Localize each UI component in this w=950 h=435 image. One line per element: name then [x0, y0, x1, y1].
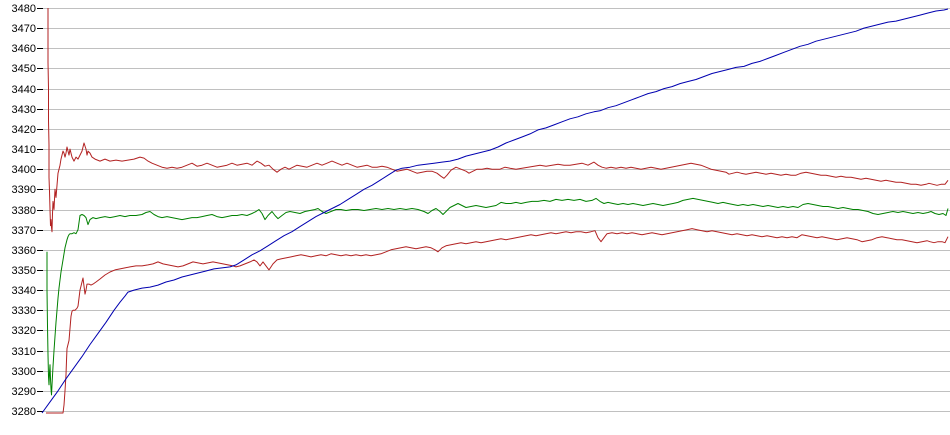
y-axis-label: 3280: [12, 406, 36, 418]
y-axis-label: 3390: [12, 184, 36, 196]
y-axis-label: 3370: [12, 225, 36, 237]
y-axis-label: 3350: [12, 265, 36, 277]
y-axis-label: 3360: [12, 245, 36, 257]
y-axis-label: 3450: [12, 63, 36, 75]
y-axis-label: 3470: [12, 23, 36, 35]
y-axis-label: 3290: [12, 386, 36, 398]
y-axis-label: 3380: [12, 205, 36, 217]
y-axis-label: 3460: [12, 43, 36, 55]
y-axis-label: 3420: [12, 124, 36, 136]
y-axis-label: 3320: [12, 325, 36, 337]
y-axis-label: 3400: [12, 164, 36, 176]
series-line-blue-cumulative: [41, 8, 949, 414]
series-line-upper-red: [47, 8, 949, 233]
y-axis-label: 3480: [12, 3, 36, 15]
y-axis-label: 3430: [12, 104, 36, 116]
series-line-lower-red: [46, 228, 949, 414]
y-axis-label: 3340: [12, 285, 36, 297]
series-line-green-mid: [46, 197, 949, 396]
y-axis-label: 3410: [12, 144, 36, 156]
y-axis-label: 3310: [12, 346, 36, 358]
y-axis-label: 3330: [12, 305, 36, 317]
y-axis-label: 3300: [12, 366, 36, 378]
y-axis-label: 3440: [12, 84, 36, 96]
